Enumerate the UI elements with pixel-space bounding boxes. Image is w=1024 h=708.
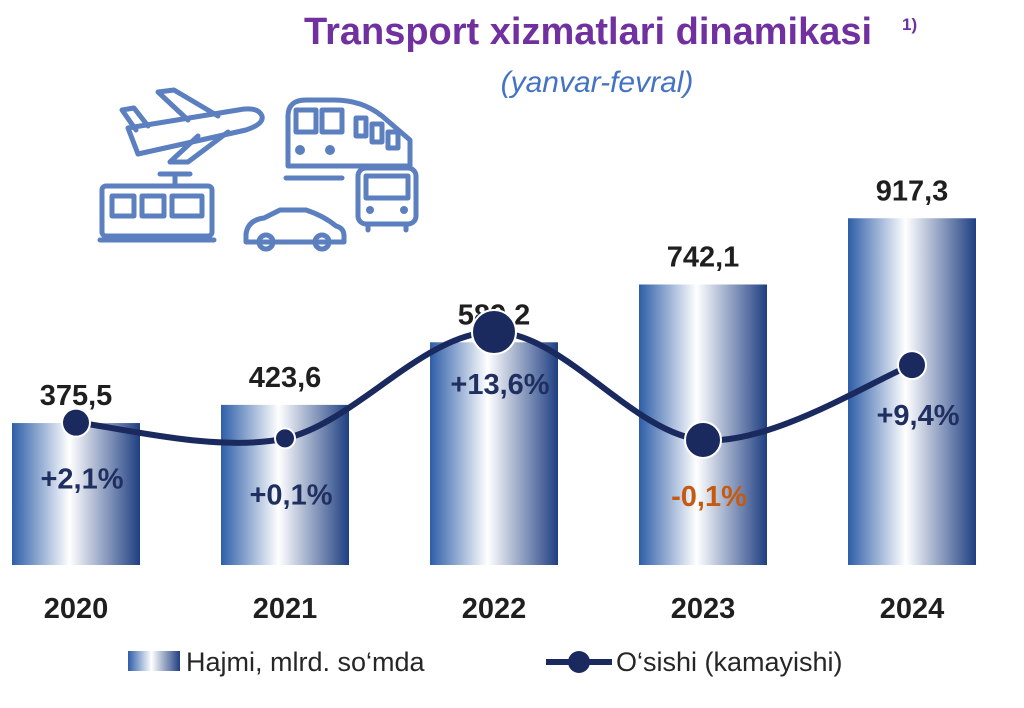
title-footnote: 1)	[902, 15, 917, 34]
category-label-2022: 2022	[462, 593, 527, 625]
growth-label-2024: +9,4%	[876, 400, 959, 432]
bar-series	[12, 218, 976, 565]
category-axis-labels: 2020 2021 2022 2023 2024	[44, 593, 945, 625]
growth-value-labels: +2,1% +0,1% +13,6% -0,1% +9,4%	[40, 369, 959, 513]
bar-2022	[430, 342, 558, 565]
transport-icons	[97, 87, 419, 252]
legend-bar-label: Hajmi, mlrd. so‘mda	[186, 647, 426, 677]
category-label-2024: 2024	[880, 593, 945, 625]
legend-line-marker	[568, 651, 590, 673]
growth-line-series	[61, 309, 927, 459]
category-label-2023: 2023	[671, 593, 736, 625]
growth-marker-2021	[274, 427, 296, 450]
bar-2020	[12, 423, 140, 565]
growth-marker-2020	[61, 407, 91, 438]
growth-marker-2023	[684, 421, 722, 459]
category-label-2020: 2020	[44, 593, 109, 625]
bus-icon	[355, 165, 419, 233]
car-icon	[243, 207, 347, 252]
growth-label-2020: +2,1%	[40, 464, 123, 496]
legend-line-label: O‘sishi (kamayishi)	[616, 647, 843, 677]
growth-marker-2024	[897, 350, 927, 381]
growth-label-2022: +13,6%	[450, 369, 549, 401]
legend: Hajmi, mlrd. so‘mda O‘sishi (kamayishi)	[128, 647, 843, 677]
train-icon	[283, 97, 413, 181]
tram-icon	[97, 171, 217, 243]
bar-value-label-2024: 917,3	[876, 175, 949, 207]
growth-label-2021: +0,1%	[249, 479, 332, 511]
airplane-icon	[119, 87, 265, 165]
bar-value-label-2021: 423,6	[249, 362, 322, 394]
bar-value-label-2023: 742,1	[667, 241, 740, 273]
bar-2024	[848, 218, 976, 565]
chart-title: Transport xizmatlari dinamikasi	[304, 11, 872, 53]
growth-marker-2022	[471, 309, 517, 355]
category-label-2021: 2021	[253, 593, 318, 625]
growth-label-2023: -0,1%	[671, 481, 747, 513]
chart-subtitle: (yanvar-fevral)	[501, 66, 694, 99]
bar-value-label-2020: 375,5	[40, 380, 113, 412]
legend-bar-swatch	[128, 651, 180, 671]
